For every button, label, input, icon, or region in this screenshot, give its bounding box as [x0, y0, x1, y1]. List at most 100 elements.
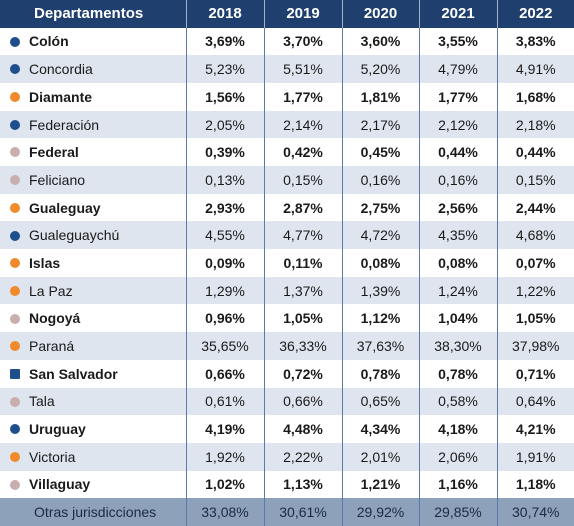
value-cell: 4,55% [186, 221, 265, 250]
value-cell: 1,77% [264, 82, 343, 111]
value-cell: 1,56% [186, 82, 265, 111]
value-cell: 0,66% [186, 359, 265, 388]
value-cell: 1,16% [419, 470, 498, 499]
value-cell: 5,23% [186, 55, 265, 83]
value-cell: 2,87% [264, 193, 343, 222]
table-row: Gualeguaychú 4,55% 4,77% 4,72% 4,35% 4,68% [0, 221, 574, 250]
other-jurisdictions-row: Otras jurisdicciones 33,08% 30,61% 29,92% 29… [0, 498, 574, 526]
value-cell: 0,16% [419, 166, 498, 194]
value-cell: 0,78% [419, 359, 498, 388]
legend-dot-icon [10, 396, 20, 407]
department-cell: Islas [0, 249, 187, 277]
header-2022: 2022 [497, 0, 574, 28]
value-cell: 0,64% [497, 387, 574, 416]
legend-dot-icon [10, 368, 20, 379]
value-cell: 1,05% [497, 304, 574, 333]
department-name: Federal [29, 144, 79, 161]
value-cell: 0,39% [186, 138, 265, 167]
value-cell: 0,66% [264, 387, 343, 416]
value-cell: 0,45% [342, 138, 420, 167]
department-name: Victoria [29, 448, 76, 465]
value-cell: 2,12% [419, 110, 498, 139]
table-row: Paraná 35,65% 36,33% 37,63% 38,30% 37,98% [0, 332, 574, 360]
value-cell: 1,21% [342, 470, 420, 499]
value-cell: 30,61% [264, 498, 343, 526]
department-name: Islas [29, 254, 61, 271]
department-name: Gualeguaychú [29, 227, 120, 244]
value-cell: 5,20% [342, 55, 420, 83]
legend-dot-icon [10, 119, 20, 130]
value-cell: 2,05% [186, 110, 265, 139]
value-cell: 4,18% [419, 415, 498, 443]
table-row: Islas 0,09% 0,11% 0,08% 0,08% 0,07% [0, 249, 574, 277]
value-cell: 4,72% [342, 221, 420, 250]
header-2020: 2020 [342, 0, 420, 28]
legend-dot-icon [10, 479, 20, 490]
value-cell: 0,13% [186, 166, 265, 194]
legend-dot-icon [10, 92, 20, 103]
value-cell: 2,93% [186, 193, 265, 222]
value-cell: 2,44% [497, 193, 574, 222]
department-name: San Salvador [29, 365, 118, 382]
department-cell: Villaguay [0, 470, 187, 499]
legend-dot-icon [10, 313, 20, 324]
department-cell: Feliciano [0, 166, 187, 194]
department-cell: Tala [0, 387, 187, 416]
table-row: Victoria 1,92% 2,22% 2,01% 2,06% 1,91% [0, 442, 574, 471]
value-cell: 1,05% [264, 304, 343, 333]
value-cell: 29,85% [419, 498, 498, 526]
department-name: Gualeguay [29, 199, 101, 216]
value-cell: 4,79% [419, 55, 498, 83]
value-cell: 3,55% [419, 27, 498, 56]
value-cell: 0,44% [497, 138, 574, 167]
department-name: Concordia [29, 61, 93, 78]
value-cell: 0,58% [419, 387, 498, 416]
department-name: La Paz [29, 282, 73, 299]
value-cell: 0,42% [264, 138, 343, 167]
value-cell: 33,08% [186, 498, 265, 526]
table-row: Uruguay 4,19% 4,48% 4,34% 4,18% 4,21% [0, 415, 574, 443]
header-row: Departamentos 2018 2019 2020 2021 2022 [0, 0, 574, 28]
department-name: Colón [29, 33, 69, 50]
value-cell: 0,71% [497, 359, 574, 388]
value-cell: 1,02% [186, 470, 265, 499]
value-cell: 4,77% [264, 221, 343, 250]
value-cell: 0,61% [186, 387, 265, 416]
table-row: Gualeguay 2,93% 2,87% 2,75% 2,56% 2,44% [0, 193, 574, 222]
value-cell: 37,63% [342, 332, 420, 360]
value-cell: 2,17% [342, 110, 420, 139]
value-cell: 0,44% [419, 138, 498, 167]
value-cell: 0,96% [186, 304, 265, 333]
value-cell: 4,21% [497, 415, 574, 443]
table-row: Feliciano 0,13% 0,15% 0,16% 0,16% 0,15% [0, 166, 574, 194]
department-name: Villaguay [29, 476, 91, 493]
value-cell: 5,51% [264, 55, 343, 83]
value-cell: 0,08% [419, 249, 498, 277]
legend-dot-icon [10, 36, 20, 47]
value-cell: 1,37% [264, 276, 343, 305]
table-row: San Salvador 0,66% 0,72% 0,78% 0,78% 0,71% [0, 359, 574, 388]
department-name: Federación [29, 116, 100, 133]
legend-dot-icon [10, 147, 20, 158]
department-cell: Federación [0, 110, 187, 139]
department-cell: La Paz [0, 276, 187, 305]
header-2018: 2018 [186, 0, 265, 28]
other-jurisdictions-label: Otras jurisdicciones [0, 498, 187, 526]
department-cell: Colón [0, 27, 187, 56]
table-row: Nogoyá 0,96% 1,05% 1,12% 1,04% 1,05% [0, 304, 574, 333]
department-cell: Victoria [0, 442, 187, 471]
value-cell: 3,60% [342, 27, 420, 56]
value-cell: 0,08% [342, 249, 420, 277]
value-cell: 1,24% [419, 276, 498, 305]
table-row: Tala 0,61% 0,66% 0,65% 0,58% 0,64% [0, 387, 574, 416]
department-cell: Concordia [0, 55, 187, 83]
legend-dot-icon [10, 175, 20, 186]
value-cell: 2,18% [497, 110, 574, 139]
table-row: Villaguay 1,02% 1,13% 1,21% 1,16% 1,18% [0, 470, 574, 499]
department-cell: Paraná [0, 332, 187, 360]
value-cell: 0,78% [342, 359, 420, 388]
header-2019: 2019 [264, 0, 343, 28]
value-cell: 2,06% [419, 442, 498, 471]
value-cell: 0,65% [342, 387, 420, 416]
value-cell: 4,91% [497, 55, 574, 83]
